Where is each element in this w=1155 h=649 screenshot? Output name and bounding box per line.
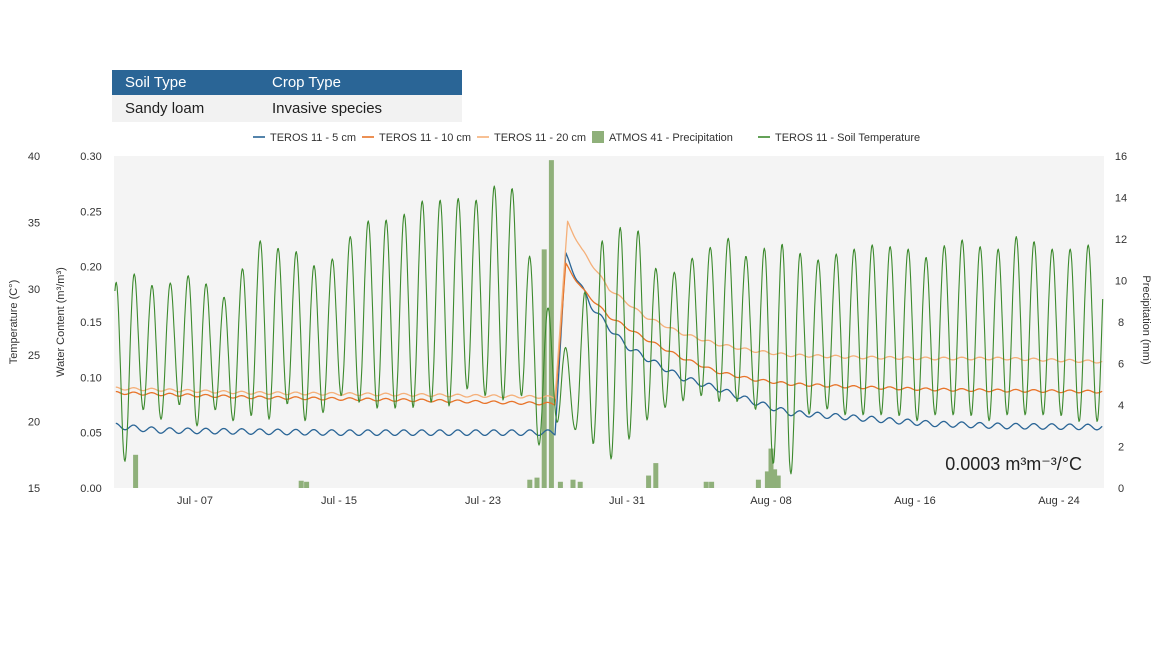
x-tick-label: Aug - 24 [1038, 495, 1080, 507]
temperature-tick: 20 [28, 417, 40, 429]
precipitation-bar [768, 448, 774, 488]
precipitation-bar [703, 481, 709, 488]
precipitation-tick: 12 [1115, 234, 1127, 246]
temperature-tick: 15 [28, 483, 40, 495]
precipitation-bar [772, 469, 778, 488]
series-line-teros-11-5-cm [115, 252, 1103, 437]
water-content-axis-label: Water Content (m³/m³) [55, 267, 67, 377]
precipitation-tick: 14 [1115, 193, 1127, 205]
water-content-tick: 0.10 [80, 372, 101, 384]
precipitation-bar [764, 471, 770, 488]
x-tick-label: Jul - 07 [177, 495, 213, 507]
precipitation-tick: 6 [1118, 359, 1124, 371]
precipitation-axis-label: Precipitation (mm) [1140, 275, 1152, 364]
legend-4-label: TEROS 11 - Soil Temperature [775, 132, 920, 144]
x-tick-label: Jul - 23 [465, 495, 501, 507]
precipitation-bar [709, 481, 715, 488]
legend-2-label: TEROS 11 - 20 cm [494, 132, 586, 144]
info-table-header: Soil Type Crop Type [112, 70, 462, 95]
precipitation-tick: 2 [1118, 442, 1124, 454]
water-content-tick: 0.20 [80, 262, 101, 274]
info-table-row: Sandy loam Invasive species [112, 95, 462, 122]
precipitation-bar [298, 480, 304, 488]
info-table: Soil Type Crop Type Sandy loam Invasive … [112, 70, 462, 122]
series-line-teros-11-20-cm [115, 220, 1103, 399]
water-content-tick: 0.00 [80, 483, 101, 495]
precipitation-tick: 4 [1118, 400, 1124, 412]
legend-1-label: TEROS 11 - 10 cm [379, 132, 471, 144]
precipitation-bar [548, 160, 554, 488]
crop-type-value: Invasive species [272, 100, 383, 117]
legend-3-swatch [592, 131, 604, 143]
precipitation-bar [775, 475, 781, 488]
legend-3-label: ATMOS 41 - Precipitation [609, 132, 733, 144]
soil-type-header: Soil Type [125, 74, 187, 91]
precipitation-bar [534, 477, 540, 488]
water-content-tick: 0.05 [80, 428, 101, 440]
x-tick-label: Aug - 16 [894, 495, 936, 507]
soil-type-value: Sandy loam [125, 100, 205, 117]
precipitation-tick: 8 [1118, 317, 1124, 329]
temperature-tick: 40 [28, 151, 40, 163]
temperature-axis-label: Temperature (C°) [8, 280, 20, 364]
legend-0-label: TEROS 11 - 5 cm [270, 132, 356, 144]
precipitation-bar [133, 454, 139, 488]
water-content-tick: 0.30 [80, 151, 101, 163]
precipitation-tick: 16 [1115, 151, 1127, 163]
precipitation-bar [527, 479, 533, 488]
precipitation-bar [577, 481, 583, 488]
series-line-teros-11-soil-temperature [114, 185, 1104, 475]
crop-type-header: Crop Type [272, 74, 341, 91]
precipitation-tick: 10 [1115, 276, 1127, 288]
precipitation-bar [570, 479, 576, 488]
slope-annotation: 0.0003 m³m⁻³/°C [945, 454, 1082, 474]
precipitation-bar [653, 463, 659, 488]
water-content-tick: 0.25 [80, 206, 101, 218]
left-axis-ticks: 15 20 25 30 35 40 0.00 0.05 0.10 0.15 0.20 0.25 0.30 [28, 151, 102, 495]
temperature-tick: 25 [28, 350, 40, 362]
precipitation-bar [304, 481, 310, 488]
precipitation-tick: 0 [1118, 483, 1124, 495]
legend: TEROS 11 - 5 cm TEROS 11 - 10 cm TEROS 11 … [253, 131, 920, 144]
precipitation-bar [646, 475, 652, 488]
x-axis-ticks: Jul - 07 Jul - 15 Jul - 23 Jul - 31 Aug - 08… [177, 495, 1080, 507]
x-tick-label: Jul - 15 [321, 495, 357, 507]
x-tick-label: Aug - 08 [750, 495, 792, 507]
right-axis-ticks: 0 2 4 6 8 10 12 14 16 [1115, 151, 1127, 495]
precipitation-bar [557, 481, 563, 488]
series-lines [114, 185, 1104, 475]
x-tick-label: Jul - 31 [609, 495, 645, 507]
temperature-tick: 35 [28, 217, 40, 229]
precipitation-bar [755, 479, 761, 488]
water-content-tick: 0.15 [80, 317, 101, 329]
temperature-tick: 30 [28, 284, 40, 296]
